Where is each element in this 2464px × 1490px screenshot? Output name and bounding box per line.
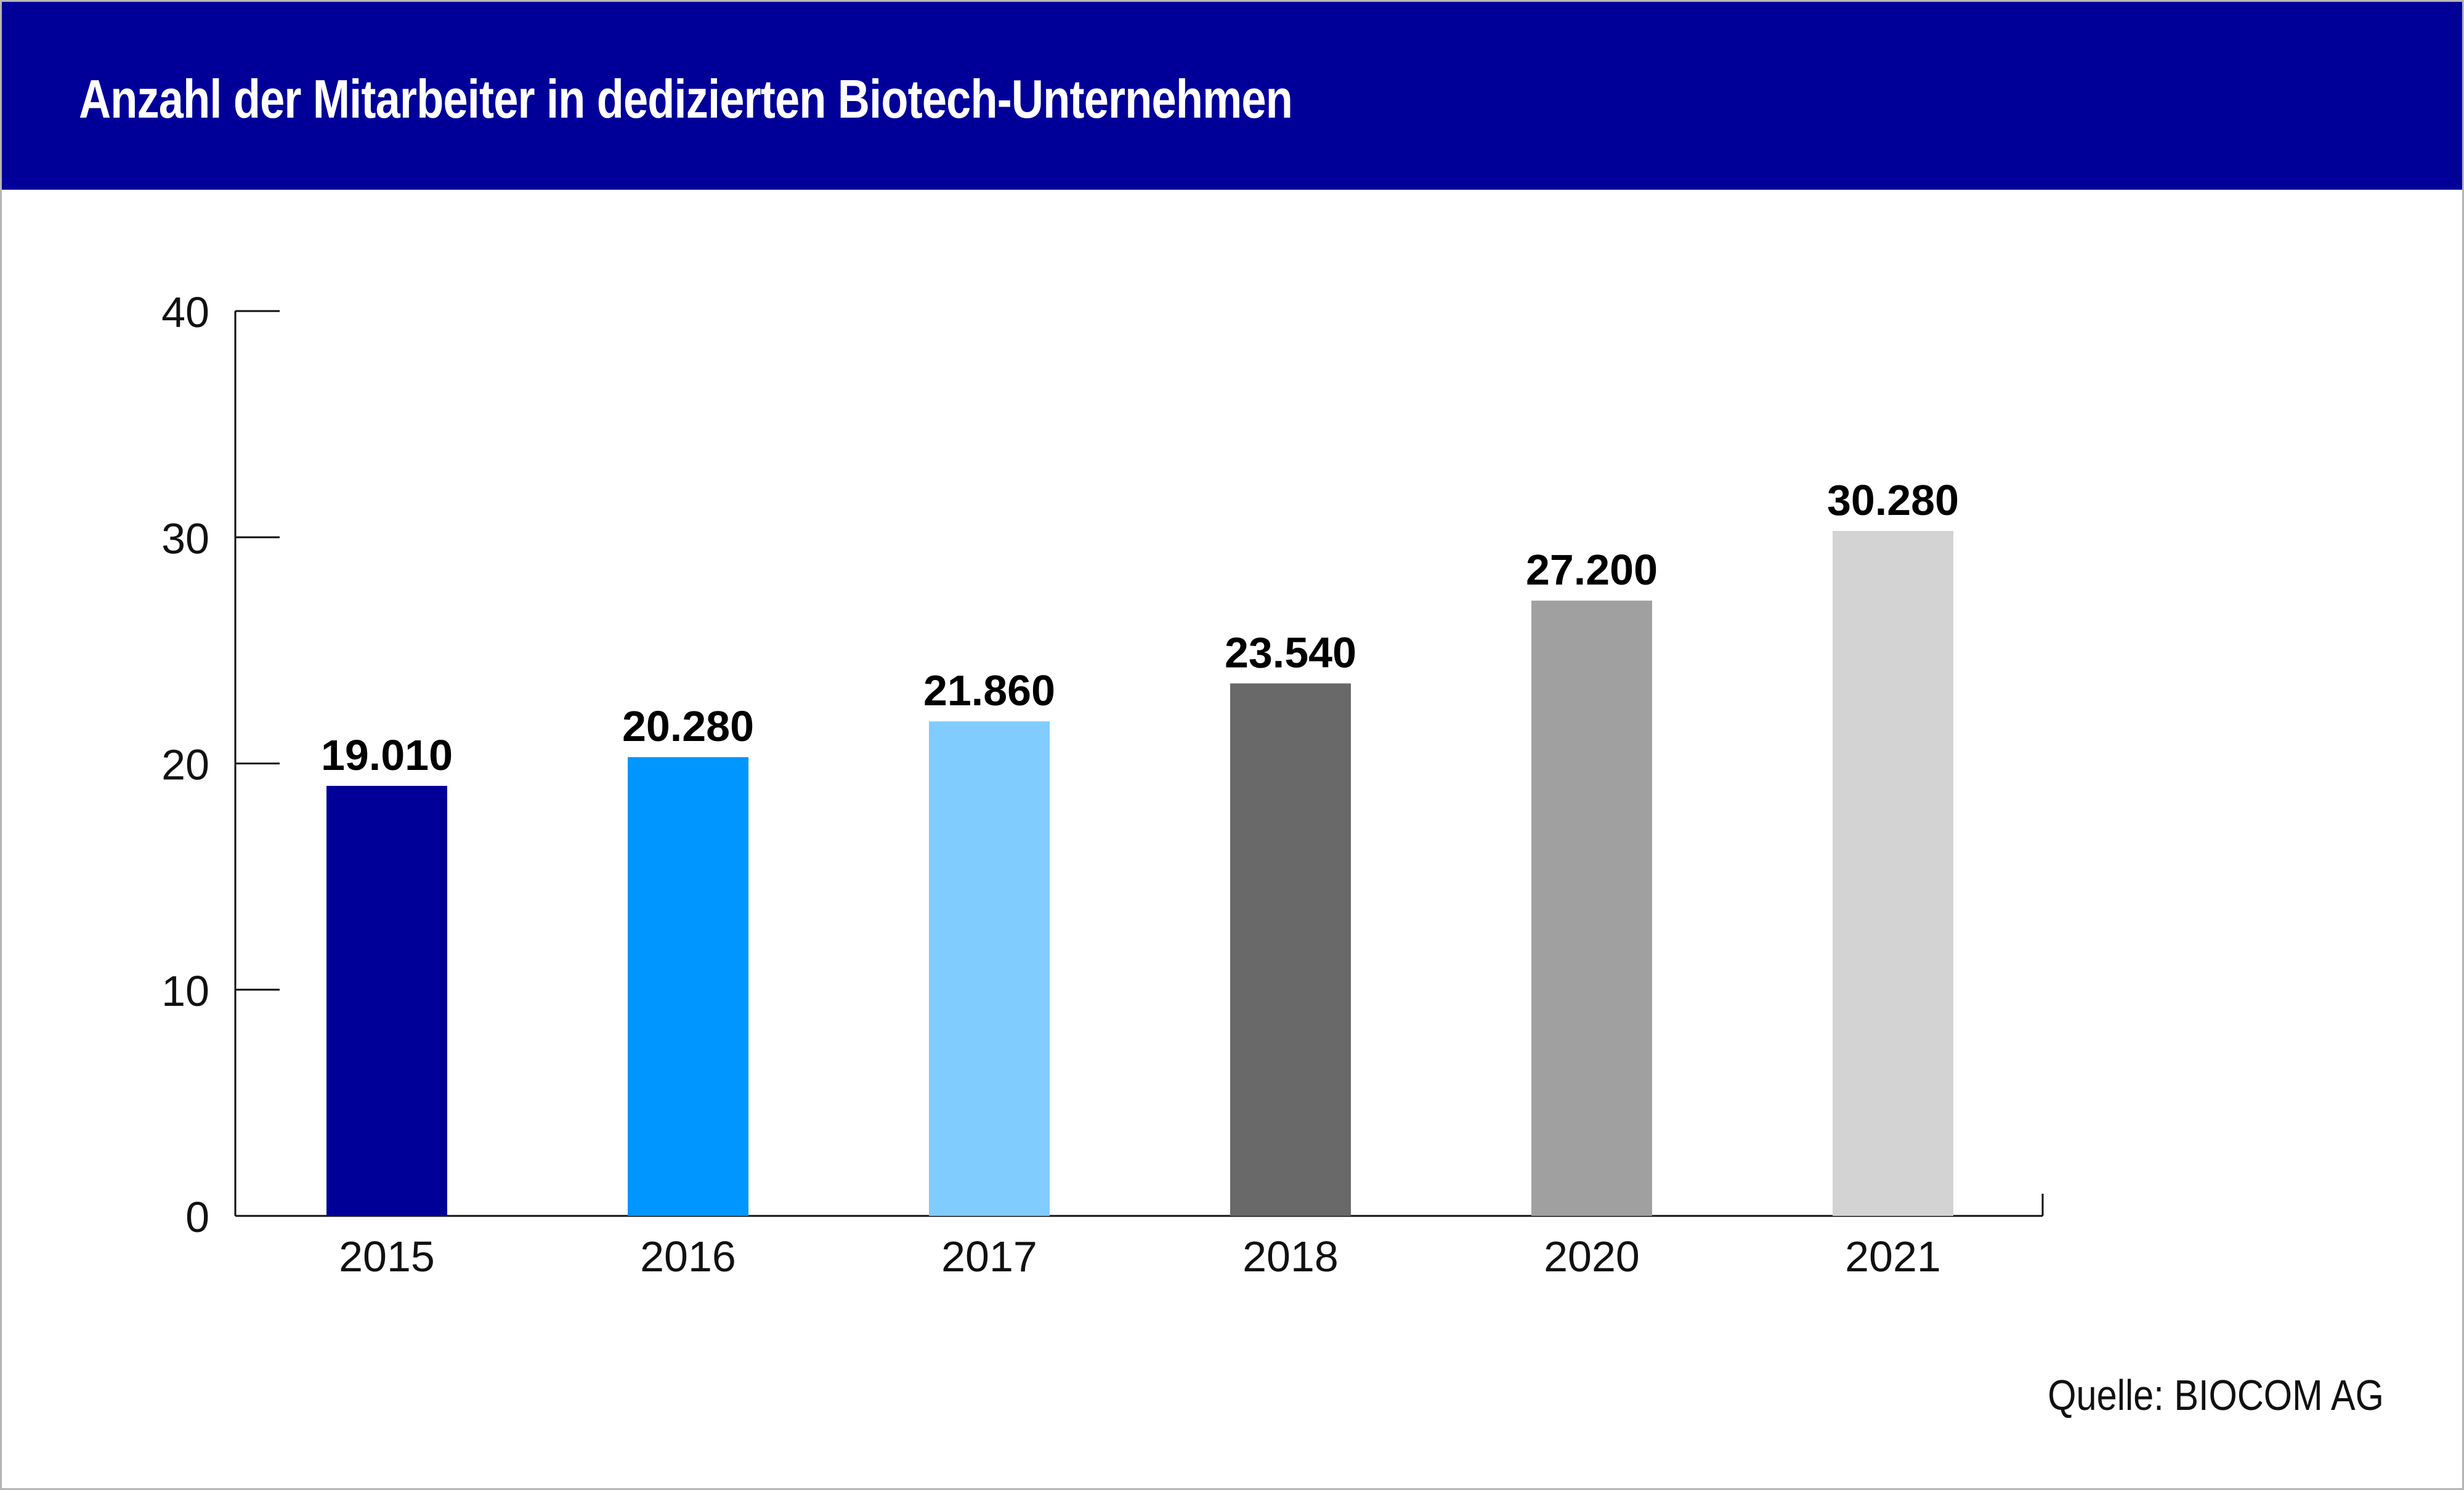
title-banner — [2, 2, 2462, 190]
y-tick-label: 30 — [161, 514, 209, 562]
chart-labels: 19.010 2015 20.280 2016 21.860 2017 23.540 2018… — [321, 476, 1959, 1281]
y-tick-label: 40 — [161, 288, 209, 336]
bar-value-label: 30.280 — [1827, 476, 1959, 524]
bar-value-label: 23.540 — [1225, 628, 1356, 676]
x-tick-label: 2018 — [1242, 1233, 1339, 1281]
bar — [326, 785, 447, 1216]
chart-axes: 0 10 20 30 40 — [161, 288, 2044, 1241]
y-tick-label: 20 — [161, 741, 209, 789]
chart-title: Anzahl der Mitarbeiter in dedizierten Bi… — [79, 68, 1293, 129]
x-tick-label: 2016 — [640, 1233, 736, 1281]
bar — [1230, 683, 1351, 1216]
x-tick-label: 2015 — [339, 1233, 435, 1281]
x-tick-label: 2021 — [1845, 1233, 1941, 1281]
y-tick-label: 10 — [161, 967, 209, 1015]
y-tick-label: 0 — [185, 1193, 209, 1241]
x-tick-label: 2020 — [1544, 1233, 1640, 1281]
x-tick-label: 2017 — [941, 1233, 1037, 1281]
source-note: Quelle: BIOCOM AG — [2048, 1371, 2384, 1419]
chart-bars — [326, 530, 1953, 1216]
bar-value-label: 27.200 — [1526, 546, 1658, 594]
bar — [1833, 530, 1953, 1216]
bar-value-label: 20.280 — [622, 702, 754, 750]
bar — [628, 757, 748, 1216]
bar — [1531, 601, 1652, 1216]
bar — [929, 721, 1050, 1216]
bar-value-label: 19.010 — [321, 731, 453, 779]
bar-value-label: 21.860 — [923, 666, 1055, 715]
